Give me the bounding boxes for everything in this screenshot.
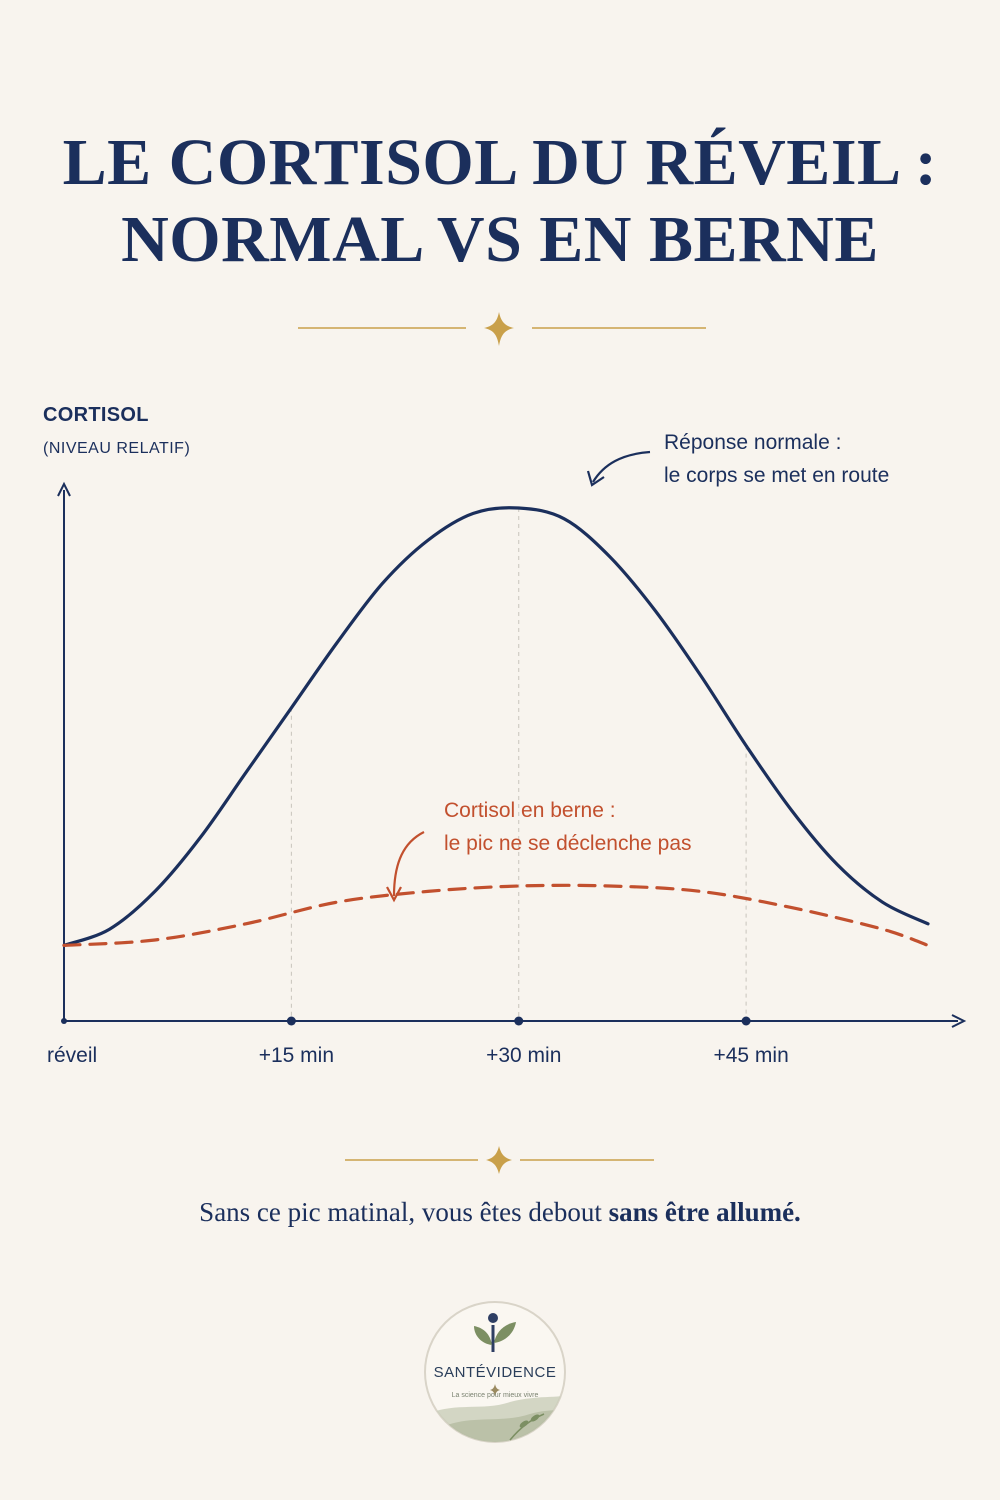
normal-response-line <box>62 506 930 947</box>
y-axis-arrow-icon <box>57 481 71 497</box>
x-ticks <box>61 1016 751 1026</box>
x-tick-mark <box>514 1016 524 1026</box>
conclusion-text: Sans ce pic matinal, vous êtes debout sa… <box>0 1197 1000 1228</box>
x-axis-arrow-icon <box>951 1014 967 1028</box>
normal-annotation-text: le corps se met en route <box>664 464 890 487</box>
x-tick-label: +30 min <box>486 1044 562 1067</box>
low-annotation-title: Cortisol en berne : <box>444 799 616 822</box>
normal-annotation-arrow <box>592 450 651 483</box>
bottom-divider <box>345 1146 654 1174</box>
x-tick-mark <box>741 1016 751 1026</box>
low-annotation-arrow <box>392 831 425 897</box>
x-tick-mark <box>61 1018 67 1024</box>
x-tick-label: +15 min <box>258 1044 335 1067</box>
logo-name: SANTÉVIDENCE <box>433 1364 557 1381</box>
top-divider <box>298 312 706 346</box>
conclusion-prefix: Sans ce pic matinal, vous êtes debout <box>199 1197 609 1227</box>
page-title-line-2: NORMAL VS EN BERNE <box>121 203 879 276</box>
series-layer <box>62 506 930 947</box>
y-axis-label: CORTISOL <box>43 404 149 426</box>
plant-icon <box>474 1313 516 1352</box>
y-axis-sublabel: (NIVEAU RELATIF) <box>43 440 191 457</box>
x-tick-label: réveil <box>47 1044 98 1067</box>
conclusion-emphasis: sans être allumé. <box>608 1197 801 1227</box>
x-tick-mark <box>286 1016 296 1026</box>
x-tick-label: +45 min <box>713 1044 789 1067</box>
page-title-line-1: LE CORTISOL DU RÉVEIL : <box>62 126 938 199</box>
leaf-sprig-icon <box>509 1413 545 1441</box>
arrowhead-icon <box>586 470 605 487</box>
low-annotation-text: le pic ne se déclenche pas <box>444 832 692 855</box>
grid-lines <box>290 508 747 1021</box>
low-cortisol-line <box>62 883 930 947</box>
fleuron-icon <box>484 312 514 346</box>
logo-hills <box>425 1392 565 1442</box>
low-cortisol-annotation: Cortisol en berne : le pic ne se déclenc… <box>444 794 692 860</box>
normal-response-annotation: Réponse normale : le corps se met en rou… <box>664 426 889 492</box>
fleuron-icon <box>486 1146 512 1174</box>
logo-tagline: La science pour mieux vivre <box>451 1392 539 1399</box>
arrowhead-icon <box>386 886 402 903</box>
normal-annotation-title: Réponse normale : <box>664 431 842 454</box>
chart-axes <box>57 481 967 1028</box>
